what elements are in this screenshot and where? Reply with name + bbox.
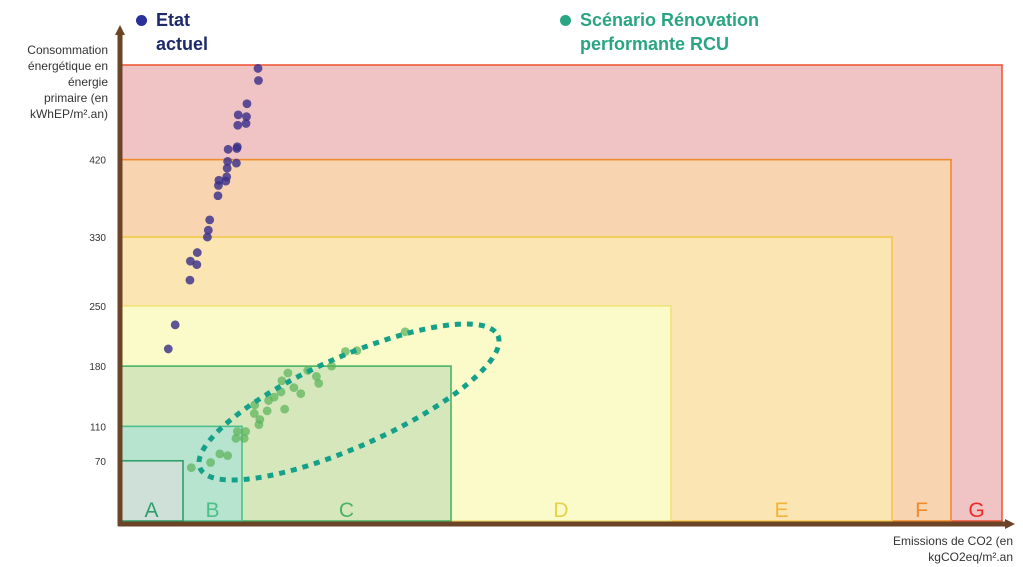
data-point — [314, 378, 324, 388]
data-point — [223, 144, 233, 154]
data-point — [222, 163, 232, 173]
class-box-a — [119, 459, 184, 522]
data-point — [249, 409, 259, 418]
class-label-b: B — [205, 499, 219, 522]
y-tick-label: 420 — [89, 156, 106, 167]
data-point — [223, 156, 233, 166]
data-point — [277, 376, 287, 386]
x-axis-title: Emissions de CO2 (en kgCO2eq/m².an — [813, 533, 1013, 565]
data-point — [222, 172, 232, 182]
data-point — [269, 392, 279, 402]
class-label-a: A — [144, 499, 158, 522]
data-point — [242, 99, 252, 109]
data-point — [214, 175, 224, 185]
data-point — [239, 434, 249, 443]
data-point — [283, 368, 293, 378]
data-point — [206, 458, 216, 467]
energy-class-labels: A B C D E F G — [144, 499, 984, 522]
data-point — [170, 320, 180, 330]
data-point — [312, 372, 321, 381]
data-point — [289, 383, 299, 393]
data-point — [186, 463, 196, 473]
data-point — [192, 260, 202, 270]
y-tick-labels: 70 110 180 250 330 420 — [89, 156, 106, 468]
data-point — [203, 225, 213, 235]
data-point — [205, 215, 215, 225]
legend-item-renovation: Scénario Rénovation performante RCU — [560, 8, 759, 56]
data-point — [241, 427, 250, 436]
y-tick-label: 70 — [95, 457, 107, 468]
y-tick-label: 250 — [89, 302, 106, 313]
data-point — [213, 191, 223, 201]
y-axis-title-line: kWhEP/m².an) — [29, 107, 108, 121]
data-point — [231, 434, 241, 443]
y-axis-title-line: Consommation — [27, 43, 108, 57]
data-point — [192, 248, 202, 257]
renovation-highlight-ellipse — [196, 321, 502, 483]
x-axis-title-line: Emissions de CO2 (en — [892, 534, 1013, 548]
y-tick-label: 330 — [89, 233, 106, 244]
data-point — [233, 110, 243, 120]
legend-label-line: Etat — [156, 10, 191, 30]
data-point — [185, 256, 195, 266]
data-point — [262, 406, 272, 416]
y-tick-label: 180 — [89, 362, 106, 373]
class-label-c: C — [339, 499, 354, 522]
energy-class-boxes — [119, 64, 1003, 522]
data-point — [215, 449, 225, 459]
data-point — [231, 158, 241, 168]
legend-label-line: Scénario Rénovation — [580, 10, 760, 30]
class-label-g: G — [968, 499, 984, 522]
data-point — [232, 427, 242, 436]
x-axis-title-line: kgCO2eq/m².an — [928, 550, 1013, 564]
legend-item-etat-actuel: Etat actuel — [136, 8, 208, 56]
y-axis-title-line: énergie — [67, 75, 108, 89]
y-axis-title: Consommation énergétique en énergie prim… — [4, 42, 108, 122]
data-point — [185, 275, 195, 285]
data-point — [253, 64, 263, 73]
y-tick-label: 110 — [90, 422, 106, 433]
legend-dot-icon — [560, 15, 571, 26]
series-etat-actuel — [163, 64, 263, 354]
legend-label-line: actuel — [156, 34, 209, 54]
class-label-d: D — [553, 499, 568, 522]
data-point — [233, 120, 243, 130]
data-point — [400, 327, 410, 337]
data-point — [254, 76, 263, 85]
legend-dot-icon — [136, 15, 147, 26]
data-point — [255, 415, 265, 424]
data-point — [163, 344, 173, 354]
class-label-f: F — [915, 499, 928, 522]
data-point — [242, 112, 251, 122]
y-axis-title-line: énergétique en — [27, 59, 108, 73]
data-point — [327, 361, 336, 371]
data-point — [203, 232, 212, 242]
data-point — [280, 404, 290, 414]
data-point — [296, 389, 306, 399]
class-label-e: E — [774, 499, 788, 522]
data-point — [223, 451, 233, 461]
data-point — [241, 119, 251, 128]
data-point — [232, 142, 242, 152]
legend-label-line: performante RCU — [580, 34, 730, 54]
y-axis-title-line: primaire (en — [43, 91, 108, 105]
